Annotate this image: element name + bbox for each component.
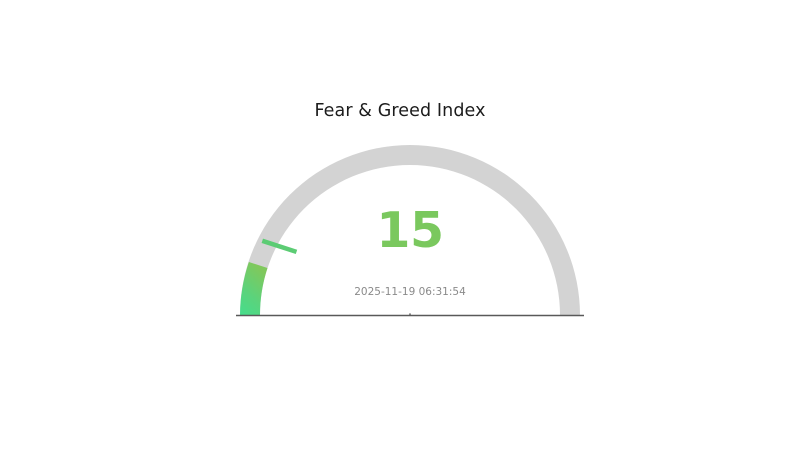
page-title: Fear & Greed Index — [314, 101, 486, 121]
gauge-timestamp-label: 2025-11-19 06:31:54 — [354, 286, 466, 298]
gauge-value-label: 15 — [376, 202, 444, 259]
gauge-threshold-marker — [261, 238, 298, 255]
gauge-track-arc — [240, 145, 580, 315]
gauge-value-arc — [240, 261, 268, 315]
